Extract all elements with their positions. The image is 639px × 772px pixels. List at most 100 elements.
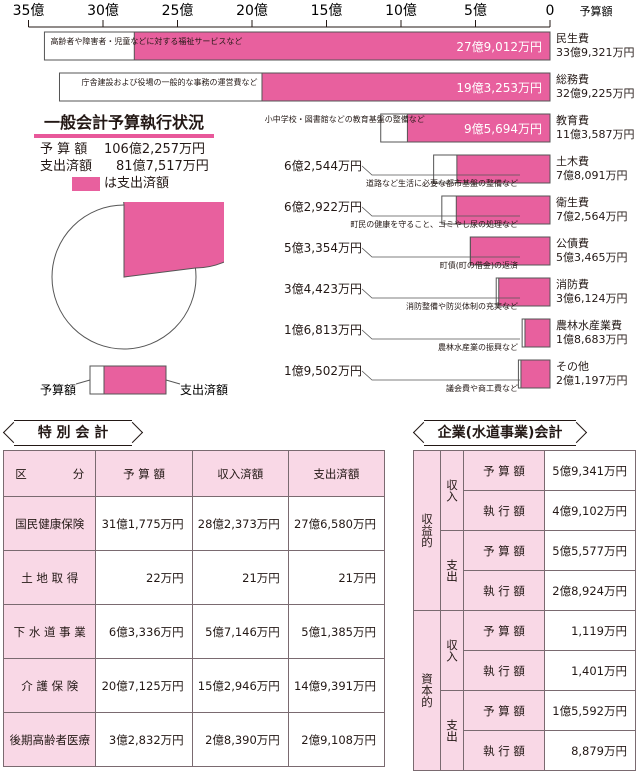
category-name: 土木費 <box>556 155 589 168</box>
category-label: その他 2億1,197万円 <box>556 360 628 388</box>
key-line-budget <box>75 379 91 385</box>
row-value: 22万円 <box>95 550 193 605</box>
row-label: 後期高齢者医療 <box>2 712 97 767</box>
category-budget: 2億1,197万円 <box>556 374 628 387</box>
tick-label: 25億 <box>162 3 194 19</box>
summary-legend: は支出済額 <box>72 176 169 192</box>
category-label: 公債費 5億3,465万円 <box>556 237 628 265</box>
row-value: 3億2,832万円 <box>95 712 193 767</box>
ent-value: 1億5,592万円 <box>544 690 636 731</box>
special-header-2: 収入済額 <box>191 450 289 497</box>
row-value: 21万円 <box>191 550 289 605</box>
category-label: 農林水産業費 1億8,683万円 <box>556 319 628 347</box>
key-budget-box <box>89 365 105 395</box>
tick-label: 15億 <box>311 3 343 19</box>
row-label: 国民健康保険 <box>2 496 97 551</box>
category-description: 町債(町の借金)の返済 <box>440 260 518 270</box>
special-header-row: 区 分 予 算 額 収入済額 支出済額 <box>2 450 386 497</box>
summary-spent-value: 81億7,517万円 <box>116 159 209 174</box>
pie-label-1: 支出済額 <box>106 280 158 296</box>
key-budget-label: 予算額 <box>40 382 76 397</box>
leader-line <box>361 206 520 217</box>
special-header-3: 支出済額 <box>287 450 386 497</box>
spent-bar <box>455 195 551 225</box>
tick-label: 35億 <box>13 3 45 19</box>
bar-key: 予算額 支出済額 <box>40 365 228 397</box>
spent-bar <box>469 236 551 266</box>
ent-expense-2: 支出 <box>440 690 464 771</box>
category-name: その他 <box>556 360 589 373</box>
ent-expense-1: 支出 <box>440 530 464 611</box>
ent-label: 予 算 額 <box>463 530 545 571</box>
special-header-0: 区 分 <box>2 450 97 497</box>
legend-text: は支出済額 <box>104 176 170 191</box>
spent-bar <box>456 154 551 184</box>
ent-value: 5億9,341万円 <box>544 450 636 491</box>
table-row: 後期高齢者医療 3億2,832万円 2億8,390万円 2億9,108万円 <box>2 712 386 767</box>
spent-value-label: 3億4,423万円 <box>284 282 362 296</box>
category-description: 農林水産業の振興など <box>438 342 518 352</box>
ent-income-2: 収入 <box>440 610 464 691</box>
category-name: 教育費 <box>556 114 589 127</box>
row-value: 5億7,146万円 <box>191 604 289 659</box>
row-value: 28億2,373万円 <box>191 496 289 551</box>
spent-value-label: 19億3,253万円 <box>456 81 542 95</box>
category-label: 民生費 33億9,321万円 <box>556 32 635 60</box>
leader-line <box>361 247 520 258</box>
row-value: 14億9,391万円 <box>287 658 386 713</box>
category-description: 高齢者や障害者・児童などに対する福祉サービスなど <box>50 36 242 46</box>
category-budget: 7億8,091万円 <box>556 169 628 182</box>
category-name: 農林水産業費 <box>556 319 622 332</box>
category-name: 総務費 <box>556 73 589 86</box>
category-name: 民生費 <box>556 32 589 45</box>
category-label: 消防費 3億6,124万円 <box>556 278 628 306</box>
category-budget: 32億9,225万円 <box>556 87 635 100</box>
ent-label: 予 算 額 <box>463 610 545 651</box>
summary-budget-row: 予 算 額 106億2,257万円 <box>40 142 205 158</box>
row-value: 21万円 <box>287 550 386 605</box>
special-table: 区 分 予 算 額 収入済額 支出済額 国民健康保険 31億1,775万円 28億2… <box>2 450 386 767</box>
special-title: 特 別 会 計 <box>14 420 132 446</box>
tick-label: 5億 <box>464 3 487 19</box>
leader-line <box>361 329 520 340</box>
row-value: 2億9,108万円 <box>287 712 386 767</box>
spent-value-label: 6億2,544万円 <box>284 159 362 173</box>
row-label: 介 護 保 険 <box>2 658 97 713</box>
category-label: 衛生費 7億2,564万円 <box>556 196 628 224</box>
spent-bar <box>261 72 551 102</box>
category-budget: 11億3,587万円 <box>556 128 635 141</box>
category-budget: 33億9,321万円 <box>556 46 635 59</box>
tick-label: 0 <box>546 3 555 19</box>
spent-bar <box>524 318 551 348</box>
category-description: 議会費や商工費など <box>446 383 518 393</box>
row-value: 15億2,946万円 <box>191 658 289 713</box>
row-value: 6億3,336万円 <box>95 604 193 659</box>
summary-budget-label: 予 算 額 <box>40 142 88 157</box>
ent-group-capital: 資本的 <box>413 610 441 771</box>
row-value: 2億8,390万円 <box>191 712 289 767</box>
row-label: 下 水 道 事 業 <box>2 604 97 659</box>
ent-value: 1,119万円 <box>544 610 636 651</box>
table-row: 下 水 道 事 業 6億3,336万円 5億7,146万円 5億1,385万円 <box>2 604 386 659</box>
ent-value: 1,401万円 <box>544 650 636 691</box>
spent-bar <box>498 277 551 307</box>
category-label: 土木費 7億8,091万円 <box>556 155 628 183</box>
tick-label: 10億 <box>385 3 417 19</box>
table-row: 介 護 保 険 20億7,125万円 15億2,946万円 14億9,391万円 <box>2 658 386 713</box>
category-label: 総務費 32億9,225万円 <box>556 73 635 101</box>
category-description: 消防整備や防災体制の充実など <box>406 301 518 311</box>
bar-chart: 35億 30億 25億 20億 15億 10億 5億 0 予算額 27億9,012万円 高齢者や障害… <box>13 3 613 393</box>
ent-label: 予 算 額 <box>463 450 545 491</box>
key-spent-label: 支出済額 <box>180 382 228 397</box>
tick-label: 30億 <box>87 3 119 19</box>
pie-chart: 支出済額 81億7,517万円 (77.0%) <box>51 202 224 350</box>
leader-line <box>361 288 520 299</box>
category-budget: 5億3,465万円 <box>556 251 628 264</box>
spent-bar <box>133 31 551 61</box>
key-line-spent <box>165 379 181 385</box>
ent-value: 2億8,924万円 <box>544 570 636 611</box>
category-name: 消防費 <box>556 278 589 291</box>
ent-label: 執 行 額 <box>463 570 545 611</box>
legend-swatch <box>72 176 100 191</box>
category-name: 衛生費 <box>556 196 589 209</box>
